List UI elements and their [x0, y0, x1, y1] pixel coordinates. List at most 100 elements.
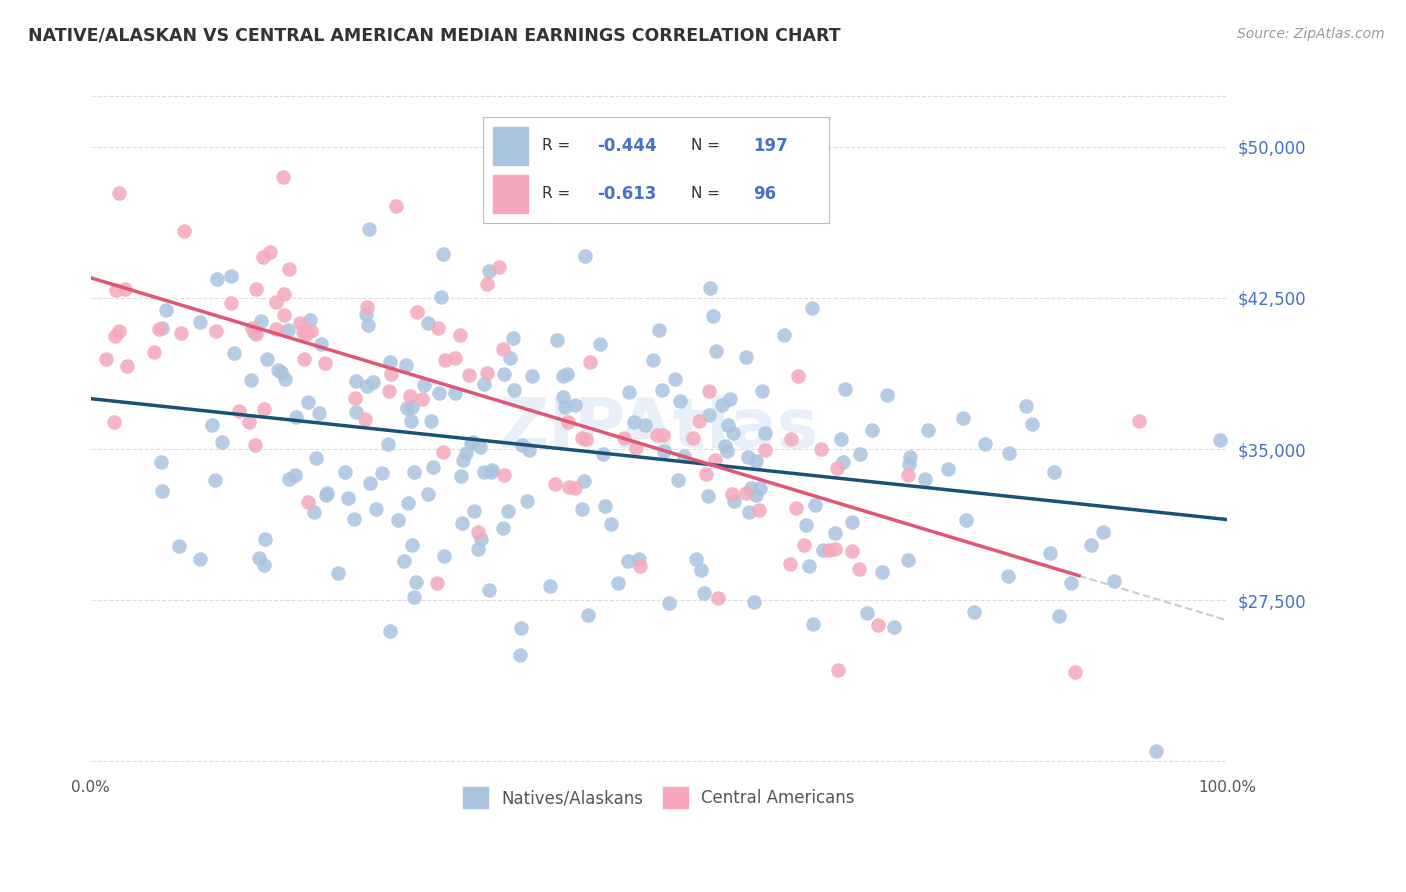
Point — [420, 414, 443, 428]
Point — [841, 544, 863, 558]
Point — [754, 425, 776, 440]
Point — [818, 543, 841, 558]
Point — [117, 359, 139, 374]
Point — [997, 446, 1019, 460]
Point — [364, 502, 387, 516]
Point — [335, 465, 357, 479]
Point — [247, 550, 270, 565]
Point — [433, 549, 456, 563]
Point — [292, 351, 315, 366]
Point — [716, 444, 738, 458]
Point — [467, 541, 489, 556]
Point — [917, 423, 939, 437]
Point — [259, 244, 281, 259]
Point — [344, 391, 367, 405]
Point — [297, 494, 319, 508]
Point — [785, 500, 807, 515]
Point — [492, 467, 515, 482]
Point — [645, 427, 668, 442]
Point — [754, 443, 776, 458]
Point — [574, 249, 596, 263]
Point — [810, 442, 832, 457]
Point — [256, 351, 278, 366]
Point — [284, 468, 307, 483]
Point — [799, 558, 821, 573]
Point — [914, 472, 936, 486]
Point — [253, 401, 276, 416]
Point — [328, 566, 350, 581]
Point — [444, 385, 467, 400]
Point — [302, 505, 325, 519]
Point — [897, 467, 920, 482]
Point — [870, 565, 893, 579]
Point — [245, 282, 267, 296]
Point — [467, 524, 489, 539]
Point — [94, 351, 117, 366]
Point — [297, 395, 319, 409]
Point — [720, 392, 742, 407]
Point — [308, 406, 330, 420]
Point — [401, 400, 423, 414]
Point — [385, 199, 408, 213]
Point — [396, 496, 419, 510]
Point — [510, 621, 533, 635]
Point — [250, 314, 273, 328]
Point — [401, 537, 423, 551]
Point — [801, 301, 824, 316]
Point — [479, 465, 502, 479]
Point — [624, 441, 647, 455]
Point — [740, 481, 762, 495]
Point — [592, 447, 614, 461]
Point — [405, 574, 427, 589]
Point — [652, 428, 675, 442]
Point — [693, 586, 716, 600]
Point — [104, 329, 127, 343]
Point — [1208, 433, 1230, 447]
Point — [849, 447, 872, 461]
Point — [399, 414, 422, 428]
Point — [748, 502, 770, 516]
Point — [648, 322, 671, 336]
Point — [394, 554, 416, 568]
Point — [546, 333, 568, 347]
Point — [298, 313, 321, 327]
Point — [188, 315, 211, 329]
Point — [496, 503, 519, 517]
Point — [509, 648, 531, 662]
Point — [834, 382, 856, 396]
Point — [292, 326, 315, 340]
Point — [204, 473, 226, 487]
Point — [155, 302, 177, 317]
Point — [294, 326, 316, 341]
Point — [426, 575, 449, 590]
Point — [510, 438, 533, 452]
Point — [449, 327, 471, 342]
Point — [651, 384, 673, 398]
Point — [811, 543, 834, 558]
Point — [378, 624, 401, 638]
Point — [606, 576, 628, 591]
Point — [973, 437, 995, 451]
Point — [832, 455, 855, 469]
Point — [228, 403, 250, 417]
Point — [470, 533, 492, 547]
Point — [772, 328, 794, 343]
Point — [564, 481, 586, 495]
Point — [413, 377, 436, 392]
Point — [714, 439, 737, 453]
Point — [564, 398, 586, 412]
Point — [666, 473, 689, 487]
Point — [571, 431, 593, 445]
Point — [454, 446, 477, 460]
Point — [742, 595, 765, 609]
Point — [744, 453, 766, 467]
Point — [751, 384, 773, 398]
Point — [555, 368, 578, 382]
Point — [517, 443, 540, 458]
Point — [264, 295, 287, 310]
Point — [143, 344, 166, 359]
Point — [704, 344, 727, 359]
Point — [378, 384, 401, 398]
Point — [450, 516, 472, 530]
Point — [936, 462, 959, 476]
